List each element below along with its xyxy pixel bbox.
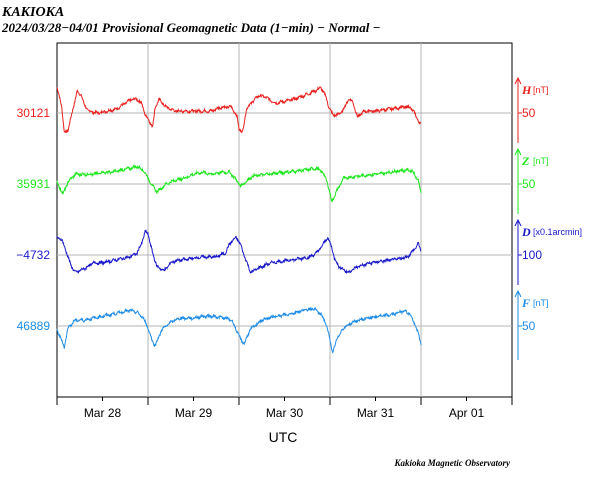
- baseline-label-f: 46889: [17, 319, 51, 333]
- right-tick-label: 50: [522, 319, 536, 333]
- chart-subtitle: 2024/03/28−04/01 Provisional Geomagnetic…: [1, 20, 381, 35]
- arrow-head-icon: [514, 289, 522, 298]
- component-unit: [nT]: [533, 85, 549, 95]
- component-unit: [nT]: [533, 298, 549, 308]
- observatory-credit: Kakioka Magnetic Observatory: [394, 458, 511, 468]
- data-traces: [56, 86, 422, 354]
- x-tick-label: Mar 28: [84, 406, 122, 420]
- right-tick-label: 50: [522, 177, 536, 191]
- baseline-label-z: 35931: [17, 177, 51, 191]
- arrow-head-icon: [514, 147, 522, 156]
- left-baseline-labels: 30121 35931 −4732 46889: [16, 106, 50, 333]
- component-unit: [x0.1arcmin]: [533, 227, 582, 237]
- x-tick-label: Apr 01: [449, 406, 485, 420]
- trace-d: [56, 229, 422, 275]
- x-tick-label: Mar 29: [175, 406, 213, 420]
- component-name-z: Z: [521, 154, 530, 168]
- component-name-h: H: [521, 83, 532, 97]
- component-unit: [nT]: [533, 156, 549, 166]
- x-tick-label: Mar 31: [357, 406, 395, 420]
- right-tick-label: 50: [522, 106, 536, 120]
- plot-frame: [56, 42, 513, 398]
- station-title: KAKIOKA: [1, 5, 64, 20]
- trace-z: [56, 163, 422, 203]
- component-name-f: F: [521, 296, 530, 310]
- x-tick-label: Mar 30: [266, 406, 304, 420]
- baseline-label-h: 30121: [17, 106, 51, 120]
- x-axis-ticks: Mar 28 Mar 29 Mar 30 Mar 31 Apr 01: [56, 397, 513, 420]
- component-name-d: D: [521, 225, 531, 239]
- baseline-label-d: −4732: [16, 248, 50, 262]
- right-tick-label: 100: [522, 248, 542, 262]
- trace-h: [56, 86, 422, 134]
- arrow-head-icon: [514, 218, 522, 227]
- trace-f: [56, 306, 422, 354]
- x-axis-title: UTC: [269, 429, 298, 445]
- arrow-head-icon: [514, 76, 522, 85]
